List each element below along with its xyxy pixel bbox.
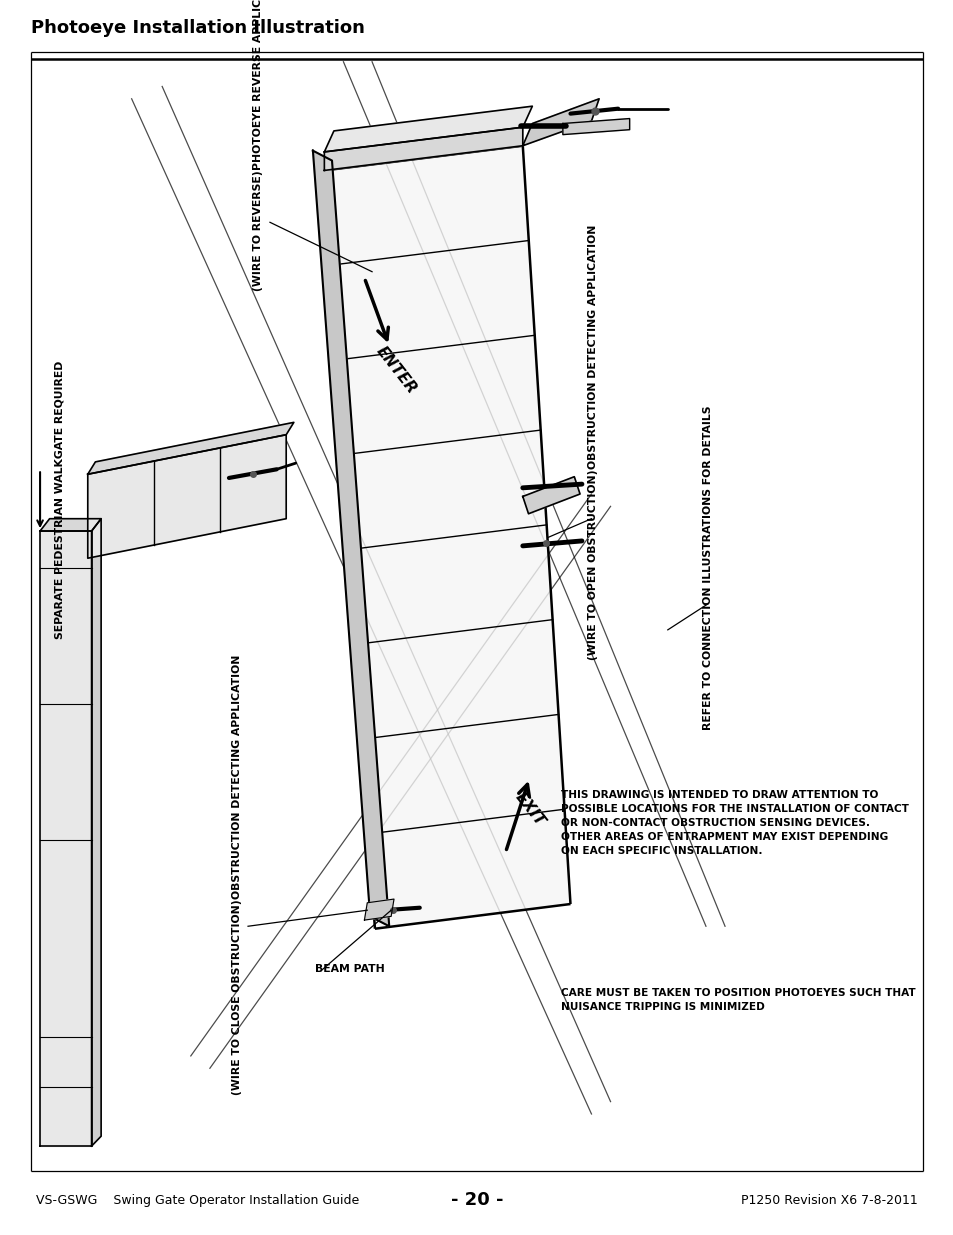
Polygon shape: [324, 146, 570, 929]
Polygon shape: [324, 106, 532, 152]
Polygon shape: [522, 99, 598, 146]
Text: Photoeye Installation Illustration: Photoeye Installation Illustration: [31, 19, 365, 37]
Text: ENTER: ENTER: [373, 345, 418, 396]
Polygon shape: [522, 477, 579, 514]
Text: P1250 Revision X6 7-8-2011: P1250 Revision X6 7-8-2011: [740, 1194, 917, 1207]
Text: SEPARATE PEDESTRIAN WALKGATE REQUIRED: SEPARATE PEDESTRIAN WALKGATE REQUIRED: [54, 361, 64, 640]
Text: REFER TO CONNECTION ILLUSTRATIONS FOR DETAILS: REFER TO CONNECTION ILLUSTRATIONS FOR DE…: [702, 406, 712, 730]
Text: (WIRE TO OPEN OBSTRUCTION): (WIRE TO OPEN OBSTRUCTION): [588, 469, 598, 659]
Text: PHOTOEYE REVERSE APPLICATION: PHOTOEYE REVERSE APPLICATION: [253, 0, 262, 170]
Text: OBSTRUCTION DETECTING APPLICATION: OBSTRUCTION DETECTING APPLICATION: [232, 655, 241, 899]
Polygon shape: [88, 435, 286, 558]
Text: VS-GSWG    Swing Gate Operator Installation Guide: VS-GSWG Swing Gate Operator Installation…: [36, 1194, 359, 1207]
Text: CARE MUST BE TAKEN TO POSITION PHOTOEYES SUCH THAT
NUISANCE TRIPPING IS MINIMIZE: CARE MUST BE TAKEN TO POSITION PHOTOEYES…: [560, 988, 915, 1011]
Polygon shape: [324, 127, 522, 170]
Polygon shape: [364, 899, 394, 920]
Polygon shape: [562, 119, 629, 135]
Polygon shape: [88, 422, 294, 474]
Text: BEAM PATH: BEAM PATH: [314, 965, 384, 974]
Polygon shape: [40, 519, 101, 531]
Polygon shape: [40, 531, 91, 1146]
Text: (WIRE TO CLOSE OBSTRUCTION): (WIRE TO CLOSE OBSTRUCTION): [232, 899, 241, 1094]
Polygon shape: [91, 519, 101, 1146]
Text: EXIT: EXIT: [512, 789, 546, 829]
Text: OBSTRUCTION DETECTING APPLICATION: OBSTRUCTION DETECTING APPLICATION: [588, 225, 598, 469]
Text: - 20 -: - 20 -: [450, 1192, 503, 1209]
Polygon shape: [313, 151, 389, 926]
Text: THIS DRAWING IS INTENDED TO DRAW ATTENTION TO
POSSIBLE LOCATIONS FOR THE INSTALL: THIS DRAWING IS INTENDED TO DRAW ATTENTI…: [560, 790, 908, 856]
Text: (WIRE TO REVERSE): (WIRE TO REVERSE): [253, 170, 262, 291]
